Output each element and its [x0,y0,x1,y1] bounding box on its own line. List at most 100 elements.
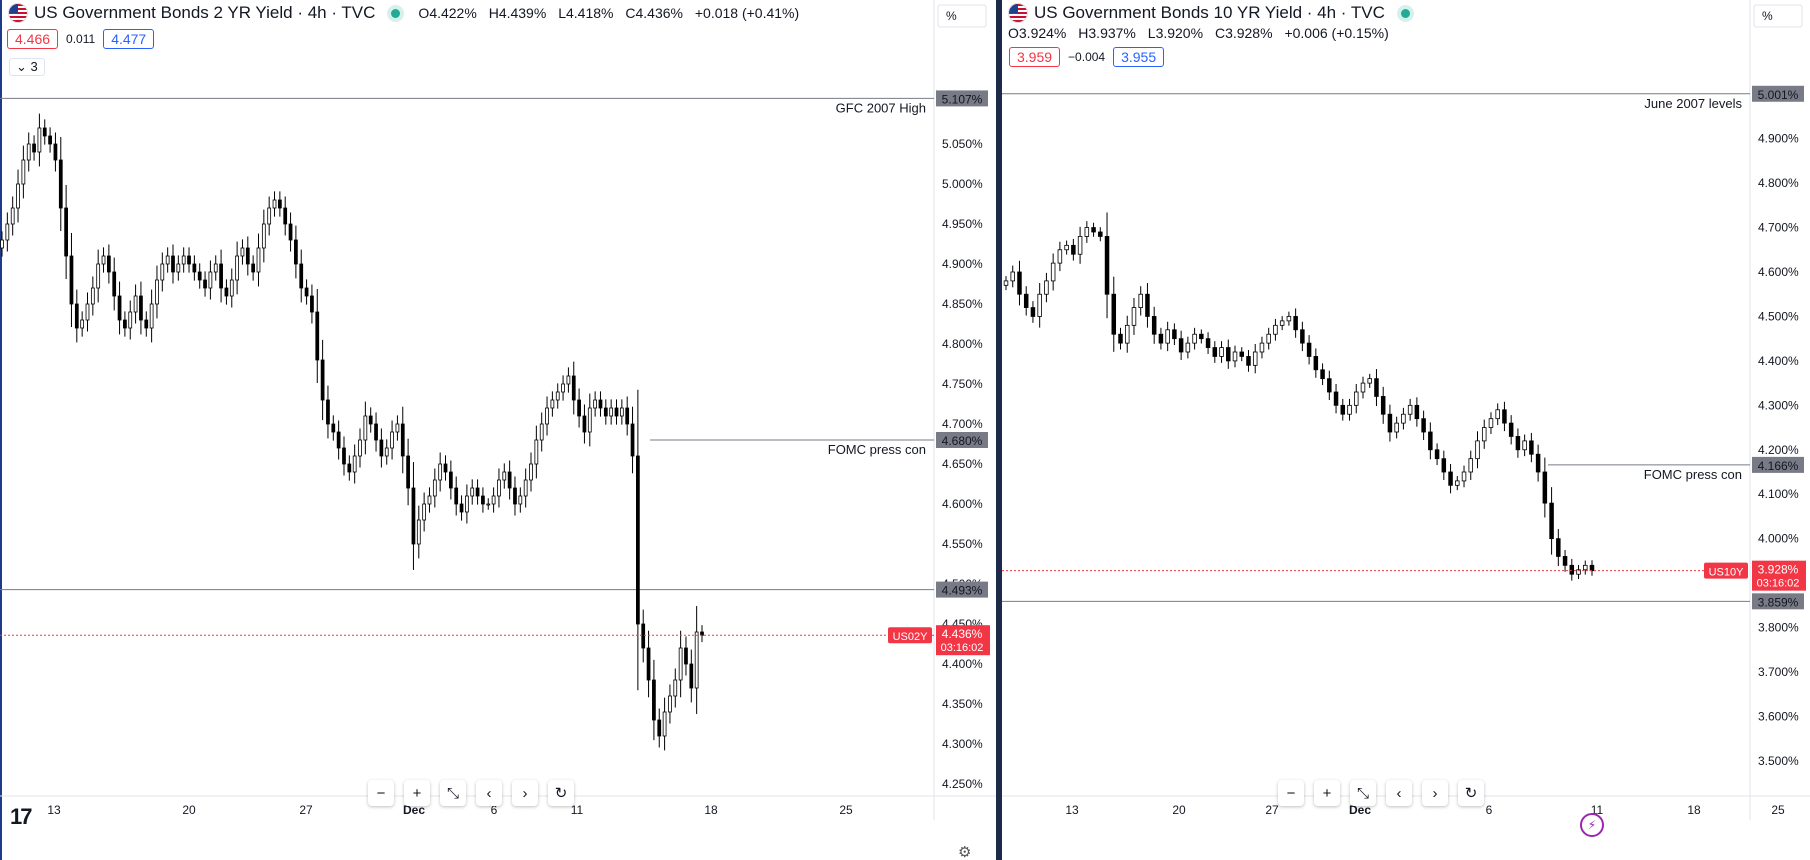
candle-body [48,135,52,145]
candle-body [1320,369,1325,380]
candle-body [1455,480,1460,486]
candle-body [1569,564,1575,575]
candle-body [673,679,678,697]
candle-body [1057,249,1063,264]
reset-chart-button[interactable]: ↻ [548,780,574,806]
scroll-left-button[interactable]: ‹ [476,780,502,806]
collapse-indicators-button[interactable]: ⌄ 3 [9,58,45,76]
candle-body [1077,236,1083,255]
us-flag-icon [8,3,28,23]
scroll-right-button[interactable]: › [1422,780,1448,806]
candle-body [1522,440,1527,451]
x-tick-label: 20 [1172,803,1186,817]
x-tick-label: 13 [1065,803,1079,817]
sell-button[interactable]: 3.959 [1009,47,1061,67]
candle-body [267,207,272,225]
candle-body [694,631,699,689]
candle-body [1380,396,1386,415]
candle-body [107,255,111,273]
y-tick-label: 4.500% [1758,309,1799,323]
buy-button[interactable]: 3.955 [1113,47,1165,67]
x-tick-label: 25 [1771,803,1785,817]
y-tick-label: 4.600% [1758,265,1799,279]
candle-body [465,495,469,513]
candle-body [112,271,117,297]
zoom-out-button[interactable]: − [368,780,394,806]
lightning-icon[interactable]: ⚡ [1580,813,1604,837]
expand-icon: ⤡ [1356,784,1369,802]
y-tick-label: 4.000% [1758,532,1799,546]
candle-body [176,263,181,273]
candle-body [256,247,261,273]
candle-body [1475,440,1480,460]
plus-icon: + [412,784,422,802]
zoom-in-button[interactable]: + [404,780,430,806]
candle-body [422,503,427,521]
settings-gear-icon[interactable]: ⚙ [958,844,972,860]
chart-canvas-us10y[interactable]: % 4.900% 4.800% 4.700% 4.600% 4.500% 4.400% 4.3… [1002,0,1810,860]
candle-body [1556,538,1561,557]
candle-body [384,447,389,457]
candle-body [1266,333,1271,344]
chart-title[interactable]: US Government Bonds 10 YR Yield · 4h · T… [1034,3,1385,22]
candle-body [1219,347,1224,357]
chevron-right-icon: › [1432,784,1438,802]
fullscreen-button[interactable]: ⤡ [440,780,466,806]
candle-body [1313,356,1319,371]
candle-body [641,623,646,649]
sell-button[interactable]: 4.466 [7,29,59,49]
candle-body [454,487,459,505]
candle-body [1286,316,1292,322]
candle-body [507,471,512,489]
candle-body [609,407,614,417]
candle-body [261,223,266,249]
fullscreen-button[interactable]: ⤡ [1350,780,1376,806]
candle-body [139,295,143,321]
chart-pane-us10y[interactable]: % 4.900% 4.800% 4.700% 4.600% 4.500% 4.400% 4.3… [1002,0,1810,860]
candle-body [347,463,352,473]
candle-body [1421,418,1426,433]
tradingview-logo[interactable]: 17 [10,804,33,829]
candle-body [251,263,256,273]
x-tick-label: 6 [491,803,498,817]
candle-body [652,679,656,721]
candle-body [1091,227,1096,233]
level-price-label: 3.859% [1758,595,1799,609]
candle-body [240,247,245,257]
candle-body [224,287,229,297]
candle-body [326,399,330,425]
scroll-left-button[interactable]: ‹ [1386,780,1412,806]
zoom-out-button[interactable]: − [1278,780,1304,806]
candle-body [545,407,549,425]
reset-chart-button[interactable]: ↻ [1458,780,1484,806]
x-tick-label: 27 [1265,803,1279,817]
y-tick-label: 4.400% [1758,354,1799,368]
ohlc-open: 4.422% [429,5,477,21]
candle-body [187,255,191,265]
candle-body [1488,418,1494,428]
symbol-header[interactable]: US Government Bonds 2 YR Yield · 4h · TV… [8,3,807,23]
scroll-right-button[interactable]: › [512,780,538,806]
countdown-label: 03:16:02 [941,642,984,654]
candle-body [529,463,533,481]
buy-button[interactable]: 4.477 [103,29,155,49]
candle-body [534,439,539,465]
candle-body [1145,293,1150,317]
candle-body [0,239,4,249]
symbol-header[interactable]: US Government Bonds 10 YR Yield · 4h · T… [1008,3,1410,23]
chart-canvas-us02y[interactable]: % 5.050% 5.000% 4.950% 4.900% 4.850% 4.800% 4.7… [0,0,996,860]
pane-divider[interactable] [996,0,1002,860]
candle-body [411,487,416,545]
last-price-tag [936,625,990,656]
candle-body [1583,564,1588,571]
candle-body [390,431,394,449]
candle-body [561,383,565,393]
candle-body [235,255,239,281]
candle-body [171,255,175,273]
candle-body [1050,262,1056,282]
chart-title[interactable]: US Government Bonds 2 YR Yield · 4h · TV… [34,3,376,22]
candle-body [1333,391,1339,406]
chart-pane-us02y[interactable]: % 5.050% 5.000% 4.950% 4.900% 4.850% 4.800% 4.7… [0,0,996,860]
candle-body [598,399,603,409]
zoom-in-button[interactable]: + [1314,780,1340,806]
